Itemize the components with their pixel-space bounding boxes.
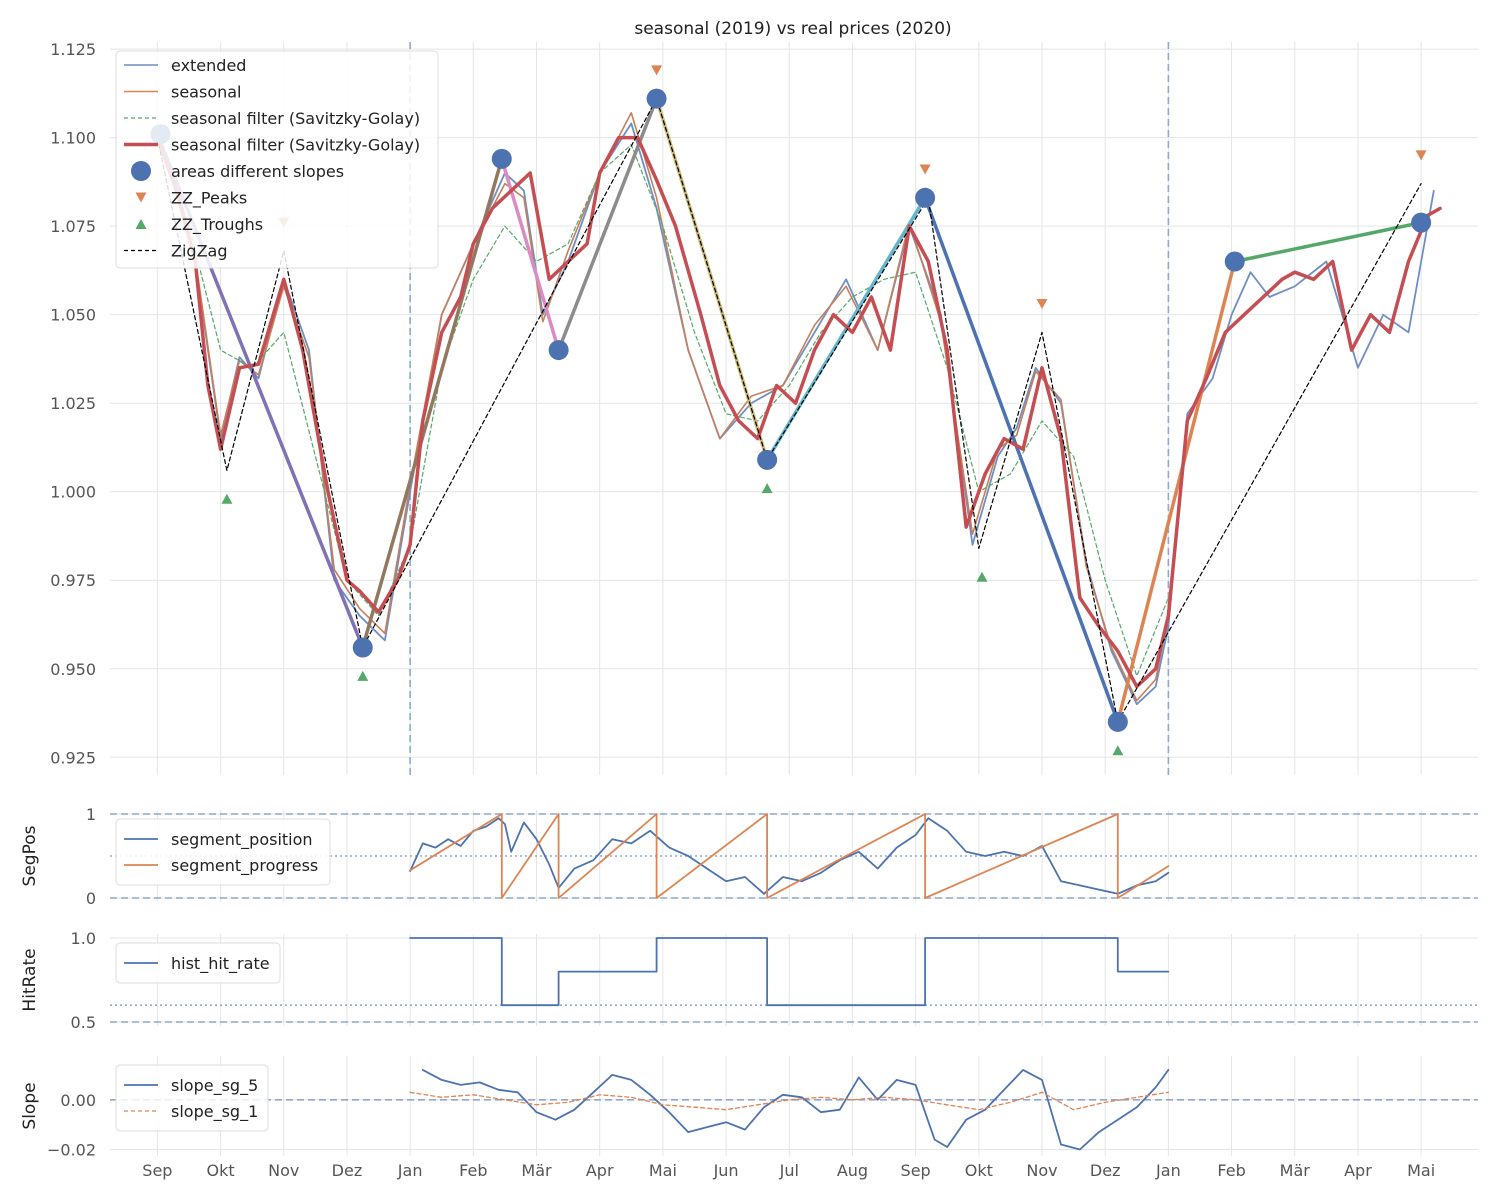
legend-label: ZZ_Troughs [171,215,263,235]
slope-segment-8 [1232,220,1423,264]
xtick-label: Sep [142,1161,172,1180]
line-sg-filter-thick [155,135,1442,689]
xtick-label: Feb [459,1161,487,1180]
area-point [757,449,778,470]
legend-label: ZZ_Peaks [171,189,247,209]
legend-handle [131,161,151,181]
slope-segment-1 [360,157,504,650]
main-ytick-label: 0.950 [50,660,96,679]
xtick-label: Apr [586,1161,614,1180]
legend-label: seasonal filter (Savitzky-Golay) [171,136,420,155]
hitrate-ylabel: HitRate [20,948,40,1011]
line-slope_sg_5 [421,1069,1170,1151]
xtick-label: Dez [1090,1161,1121,1180]
main-ytick-label: 1.100 [50,129,96,148]
area-point [646,88,667,109]
segpos-ytick-label: 0 [86,889,96,908]
xtick-label: Jul [779,1161,799,1180]
hitrate-ytick-label: 1.0 [71,929,96,948]
xtick-label: Mär [1280,1161,1311,1180]
xtick-label: Sep [901,1161,931,1180]
legend-label: slope_sg_1 [171,1102,258,1122]
area-point [1411,212,1432,233]
main-ytick-label: 1.050 [50,306,96,325]
legend-label: seasonal filter (Savitzky-Golay) [171,109,420,128]
segpos-ytick-label: 1 [86,805,96,824]
main-legend-box [115,50,439,269]
xtick-label: Mär [521,1161,552,1180]
xtick-label: Jan [397,1161,423,1180]
line-hist_hit_rate [409,937,1170,1007]
zz-trough-marker [761,483,773,494]
xtick-label: Jun [713,1161,739,1180]
xtick-label: Jan [1155,1161,1181,1180]
xtick-label: Aug [837,1161,868,1180]
xtick-label: Okt [965,1161,993,1180]
area-point [352,637,373,658]
area-point [1224,251,1245,272]
line-sg-filter-dashed [156,137,1170,677]
slope-segment-6 [923,196,1120,724]
xtick-label: Nov [268,1161,299,1180]
main-ytick-label: 1.025 [50,394,96,413]
legend-label: extended [171,56,246,75]
xtick-label: Dez [332,1161,363,1180]
zz-trough-marker [1112,745,1124,756]
chart-title: seasonal (2019) vs real prices (2020) [634,19,951,39]
legend-handle [135,192,147,203]
zz-peak-marker [1036,299,1048,310]
slope-segment-3 [556,96,659,352]
zz-trough-marker [221,493,233,504]
zz-trough-marker [357,670,369,681]
xtick-label: Mai [1407,1161,1435,1180]
area-point [548,340,569,361]
area-point [491,148,512,169]
main-ytick-label: 0.925 [50,748,96,767]
zz-peak-marker [1415,150,1427,161]
xtick-label: Nov [1026,1161,1057,1180]
legend-label: seasonal [171,83,242,102]
xtick-label: Feb [1217,1161,1245,1180]
segpos-ylabel: SegPos [20,825,40,886]
zz-trough-marker [976,571,988,582]
zz-peak-marker [919,164,931,175]
xtick-label: Okt [207,1161,235,1180]
area-point [915,187,936,208]
slope-ytick-label: −0.02 [47,1141,96,1160]
legend-label: segment_progress [171,856,318,876]
segpos-legend-box [115,818,331,886]
hitrate-legend-box [115,942,281,984]
line-slope_sg_1 [409,1091,1170,1111]
hitrate-ytick-label: 0.5 [71,1013,96,1032]
main-ytick-label: 1.125 [50,40,96,59]
slope-segment-7 [1116,259,1237,724]
slope-legend-box [115,1064,269,1132]
legend-handle [135,219,147,229]
area-point [1107,711,1128,732]
legend-label: slope_sg_5 [171,1076,258,1096]
main-ytick-label: 1.075 [50,217,96,236]
xtick-label: Apr [1344,1161,1372,1180]
zz-peak-marker [651,65,663,76]
xtick-label: Mai [649,1161,677,1180]
legend-label: segment_position [171,830,313,850]
main-ytick-label: 1.000 [50,483,96,502]
slope-ylabel: Slope [20,1082,40,1129]
legend-label: ZigZag [171,242,227,261]
line-segment_progress [409,813,1170,899]
legend-label: areas different slopes [171,162,344,181]
slope-ytick-label: 0.00 [60,1091,96,1110]
main-ytick-label: 0.975 [50,571,96,590]
legend-label: hist_hit_rate [171,954,270,974]
